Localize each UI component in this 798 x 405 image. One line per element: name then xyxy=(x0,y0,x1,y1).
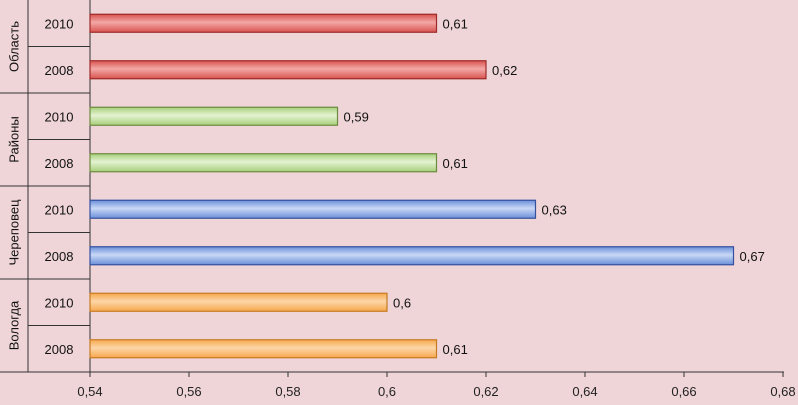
data-label: 0,61 xyxy=(443,16,468,31)
category-label: 2008 xyxy=(45,249,74,264)
x-tick-label: 0,56 xyxy=(176,384,201,399)
x-tick-label: 0,54 xyxy=(77,384,102,399)
x-tick-label: 0,68 xyxy=(770,384,795,399)
data-label: 0,62 xyxy=(492,63,517,78)
x-tick-label: 0,62 xyxy=(473,384,498,399)
category-label: 2010 xyxy=(45,16,74,31)
bar xyxy=(89,339,438,359)
data-label: 0,67 xyxy=(740,249,765,264)
data-label: 0,61 xyxy=(443,156,468,171)
bar xyxy=(89,292,388,312)
bar xyxy=(89,199,537,219)
category-label: 2008 xyxy=(45,156,74,171)
bar xyxy=(89,153,438,173)
bars xyxy=(89,13,735,359)
bar xyxy=(89,246,735,266)
category-label: 2008 xyxy=(45,63,74,78)
data-label: 0,63 xyxy=(542,202,567,217)
x-tick-label: 0,6 xyxy=(378,384,396,399)
category-label: 2010 xyxy=(45,202,74,217)
category-label: 2010 xyxy=(45,295,74,310)
x-tick-label: 0,66 xyxy=(671,384,696,399)
bar xyxy=(89,13,438,33)
labels: 0,54 0,56 0,58 0,6 0,62 0,64 0,66 0,68 Область Ра… xyxy=(7,16,796,399)
x-tick-label: 0,58 xyxy=(275,384,300,399)
data-label: 0,59 xyxy=(344,109,369,124)
category-label: 2008 xyxy=(45,342,74,357)
x-tick-label: 0,64 xyxy=(572,384,597,399)
group-label: Череповец xyxy=(7,199,22,266)
category-label: 2010 xyxy=(45,109,74,124)
axes xyxy=(0,0,784,377)
group-label: Районы xyxy=(7,116,22,162)
data-label: 0,6 xyxy=(393,295,411,310)
group-label: Вологда xyxy=(7,300,22,350)
bar xyxy=(89,60,487,80)
group-label: Область xyxy=(7,21,22,72)
bar xyxy=(89,106,339,126)
data-label: 0,61 xyxy=(443,342,468,357)
